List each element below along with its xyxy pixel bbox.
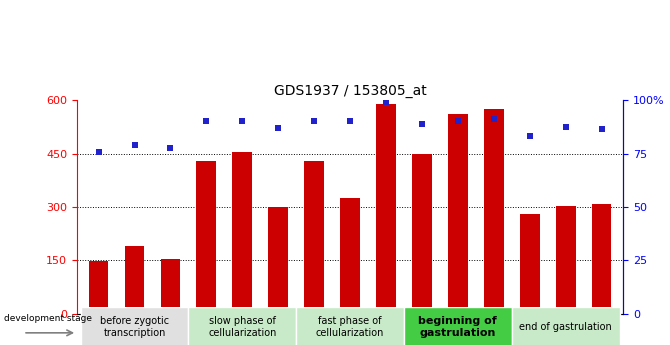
Point <box>93 150 104 155</box>
Bar <box>520 214 539 314</box>
Bar <box>592 204 612 314</box>
Bar <box>88 261 109 314</box>
Text: fast phase of
cellularization: fast phase of cellularization <box>316 316 385 338</box>
Point <box>452 119 463 124</box>
Text: before zygotic
transcription: before zygotic transcription <box>100 316 169 338</box>
Bar <box>80 307 188 345</box>
Bar <box>404 307 512 345</box>
Bar <box>484 109 504 314</box>
Bar <box>296 307 404 345</box>
Point <box>381 99 391 105</box>
Bar <box>125 246 145 314</box>
Bar <box>340 198 360 314</box>
Point <box>344 119 355 124</box>
Bar <box>232 152 252 314</box>
Point <box>525 134 535 139</box>
Point <box>201 119 212 124</box>
Point <box>309 119 320 124</box>
Point <box>237 119 248 124</box>
Point <box>417 121 427 126</box>
Text: end of gastrulation: end of gastrulation <box>519 322 612 332</box>
Bar <box>555 206 576 314</box>
Bar <box>269 207 288 314</box>
Bar <box>512 307 620 345</box>
Bar <box>161 259 180 314</box>
Title: GDS1937 / 153805_at: GDS1937 / 153805_at <box>274 83 426 98</box>
Bar <box>188 307 296 345</box>
Point <box>129 142 140 148</box>
Bar <box>376 104 396 314</box>
Bar <box>412 154 431 314</box>
Point <box>596 126 607 132</box>
Point <box>273 125 283 131</box>
Point <box>165 146 176 151</box>
Point <box>488 117 499 122</box>
Text: slow phase of
cellularization: slow phase of cellularization <box>208 316 277 338</box>
Text: beginning of
gastrulation: beginning of gastrulation <box>419 316 497 338</box>
Bar <box>196 161 216 314</box>
Bar <box>448 114 468 314</box>
Bar <box>304 161 324 314</box>
Point <box>560 124 571 130</box>
Text: development stage: development stage <box>4 314 92 323</box>
